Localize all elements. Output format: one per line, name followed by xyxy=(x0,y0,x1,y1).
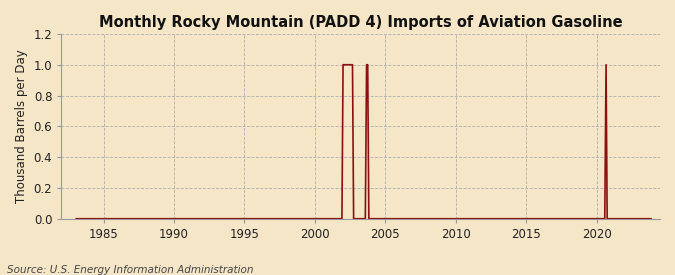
Text: Source: U.S. Energy Information Administration: Source: U.S. Energy Information Administ… xyxy=(7,265,253,275)
Title: Monthly Rocky Mountain (PADD 4) Imports of Aviation Gasoline: Monthly Rocky Mountain (PADD 4) Imports … xyxy=(99,15,622,30)
Y-axis label: Thousand Barrels per Day: Thousand Barrels per Day xyxy=(15,50,28,203)
